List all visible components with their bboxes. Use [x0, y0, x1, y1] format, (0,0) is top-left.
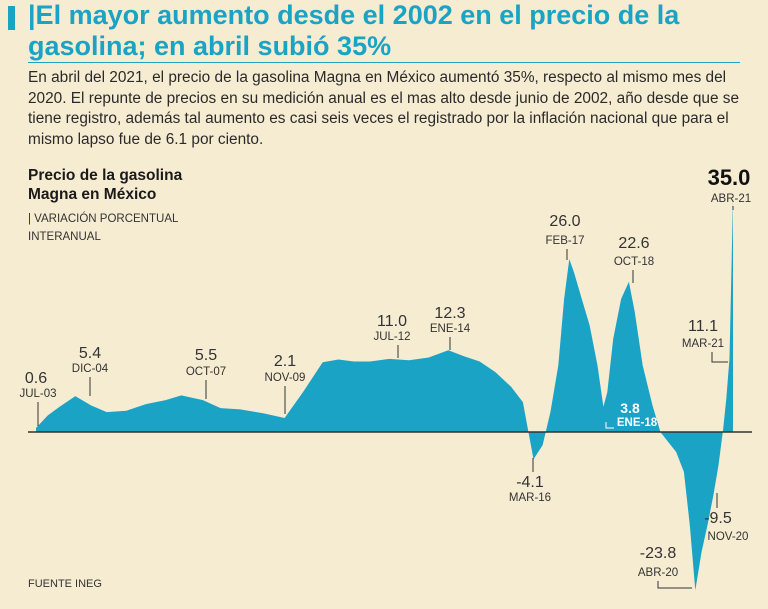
annotation-date-nov-09: NOV-09: [265, 372, 306, 384]
headline-accent-bar: [8, 6, 15, 30]
annotation-value-nov-09: 2.1: [274, 353, 296, 370]
annotation-value-dic-04: 5.4: [79, 345, 101, 362]
annotation-date-feb-17: FEB-17: [546, 235, 585, 247]
chart-title: Precio de la gasolina Magna en México: [28, 167, 183, 203]
series-area-gasolina-magna: [36, 199, 733, 591]
headline-divider: [28, 62, 740, 63]
source-note: FUENTE INEG: [28, 578, 102, 590]
annotation-value-nov-20: -9.5: [704, 510, 732, 527]
annotation-date-ene-18: ENE-18: [617, 417, 658, 429]
annotation-date-jul-03: JUL-03: [19, 388, 56, 400]
leader-line-mar-21: [711, 352, 728, 363]
annotation-value-jul-12: 11.0: [377, 313, 407, 330]
annotation-date-nov-20: NOV-20: [708, 531, 749, 543]
annotation-date-abr-20: ABR-20: [638, 567, 678, 579]
annotation-value-mar-21: 11.1: [688, 318, 718, 335]
annotation-date-dic-04: DIC-04: [72, 363, 109, 375]
leader-line-abr-20: [657, 581, 692, 589]
intro-paragraph: En abril del 2021, el precio de la gasol…: [28, 69, 740, 148]
annotation-value-mar-16: -4.1: [516, 474, 544, 491]
annotation-value-oct-18: 22.6: [618, 235, 649, 252]
annotation-date-ene-14: ENE-14: [430, 323, 471, 335]
annotation-value-ene-14: 12.3: [434, 305, 465, 322]
annotation-date-mar-21: MAR-21: [682, 338, 724, 350]
headline: |El mayor aumento desde el 2002 en el pr…: [28, 0, 680, 61]
annotation-value-oct-07: 5.5: [195, 347, 217, 364]
chart-subtitle: | VARIACIÓN PORCENTUAL INTERANUAL: [28, 213, 178, 243]
annotation-value-jul-03: 0.6: [25, 370, 47, 387]
annotation-date-abr-21: ABR-21: [711, 193, 751, 205]
annotation-date-mar-16: MAR-16: [509, 492, 551, 504]
annotation-date-jul-12: JUL-12: [373, 331, 410, 343]
annotation-value-ene-18: 3.8: [620, 400, 640, 416]
annotation-date-oct-07: OCT-07: [186, 366, 226, 378]
leader-line-ene-18: [605, 422, 614, 429]
annotation-value-abr-20: -23.8: [640, 545, 677, 562]
annotation-date-oct-18: OCT-18: [614, 256, 654, 268]
annotation-value-feb-17: 26.0: [549, 213, 580, 230]
annotation-value-abr-21: 35.0: [708, 165, 751, 190]
